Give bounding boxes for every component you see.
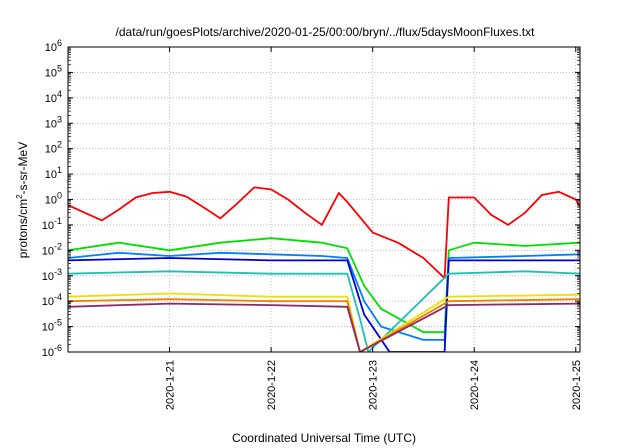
y-axis-title-rest: -s-sr-MeV: [16, 142, 30, 195]
series-group: [68, 186, 580, 352]
x-tick-label: 2020-1-21: [165, 360, 177, 410]
x-tick-label: 2020-1-24: [469, 360, 481, 410]
y-tick-label: 106: [45, 38, 62, 54]
y-tick-label: 10-6: [42, 343, 62, 359]
y-tick-label: 10-3: [42, 267, 62, 283]
series-line-4: [68, 257, 580, 352]
y-axis: 10-6 10-5 10-4 10-3 10-2 10-1 100 101 102 103 104 1…: [42, 38, 580, 359]
y-tick-label: 102: [45, 140, 62, 156]
x-tick-label: 2020-1-23: [368, 360, 380, 410]
y-tick-label: 105: [45, 63, 62, 79]
series-line-5: [68, 270, 580, 352]
y-axis-title-main: protons/cm: [16, 199, 30, 258]
y-axis-title: protons/cm2-s-sr-MeV: [15, 142, 30, 258]
series-line-8: [68, 302, 580, 352]
x-axis: 2020-1-21 2020-1-22 2020-1-23 2020-1-24 2020…: [165, 47, 583, 410]
series-line-7: [68, 298, 580, 352]
y-tick-label: 104: [45, 89, 62, 105]
x-tick-label: 2020-1-22: [266, 360, 278, 410]
x-tick-label: 2020-1-25: [571, 360, 583, 410]
y-tick-label: 101: [45, 165, 62, 181]
x-axis-title: Coordinated Universal Time (UTC): [232, 431, 416, 445]
y-axis-title-sup: 2: [15, 194, 24, 199]
y-tick-label: 103: [45, 114, 62, 130]
series-line-6: [68, 292, 580, 352]
y-tick-label: 10-2: [42, 241, 62, 257]
series-line-2: [68, 237, 580, 334]
y-tick-label: 10-1: [42, 216, 62, 232]
y-tick-label: 100: [45, 191, 62, 207]
y-tick-label: 10-5: [42, 318, 62, 334]
series-line-1: [68, 186, 580, 280]
chart-title: /data/run/goesPlots/archive/2020-01-25/0…: [116, 25, 536, 39]
y-tick-label: 10-4: [42, 292, 62, 308]
